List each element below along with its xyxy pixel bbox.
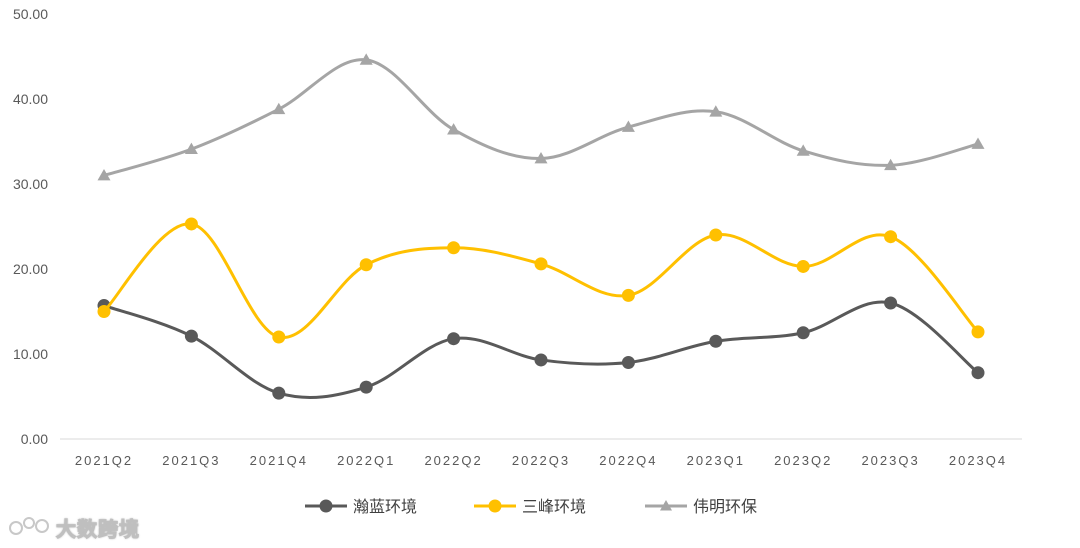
data-point: [447, 123, 461, 135]
watermark: 大数跨境: [8, 513, 140, 542]
data-point: [971, 325, 985, 339]
x-tick-label: 2021Q3: [162, 453, 220, 468]
legend-item: 伟明环保: [645, 497, 757, 516]
watermark-logo-icon: [9, 516, 49, 535]
series-1: [97, 296, 985, 400]
y-tick-label: 0.00: [21, 431, 48, 447]
x-tick-label: 2023Q3: [861, 453, 919, 468]
data-point: [709, 334, 723, 348]
data-point: [621, 356, 635, 369]
data-point: [272, 386, 286, 400]
x-tick-label: 2023Q4: [949, 453, 1007, 468]
legend-marker: [660, 500, 672, 511]
data-point: [272, 330, 286, 344]
data-point: [971, 366, 985, 380]
y-tick-label: 10.00: [13, 346, 48, 362]
data-point: [971, 137, 985, 149]
x-tick-label: 2021Q4: [250, 453, 308, 468]
data-point: [796, 326, 810, 340]
series-line: [103, 300, 979, 399]
data-point: [447, 332, 461, 346]
data-point: [621, 288, 635, 302]
y-tick-label: 50.00: [13, 6, 48, 22]
legend-label: 瀚蓝环境: [353, 497, 417, 516]
data-point: [184, 142, 198, 155]
x-tick-label: 2022Q3: [512, 453, 570, 468]
x-tick-label: 2022Q1: [337, 453, 395, 468]
data-point: [97, 169, 111, 181]
data-point: [796, 144, 810, 156]
data-point: [447, 241, 461, 255]
data-point: [884, 230, 898, 244]
data-point: [534, 353, 548, 367]
y-tick-label: 40.00: [13, 91, 48, 107]
data-point: [709, 105, 723, 117]
x-axis-ticks: 2021Q2 2021Q3 2021Q4 2022Q1 2022Q2 2022Q3 2022…: [75, 453, 1007, 468]
series-2: [97, 217, 985, 344]
data-point: [884, 296, 898, 310]
legend: 瀚蓝环境 三峰环境 伟明环保: [305, 497, 757, 516]
data-point: [709, 228, 723, 242]
data-point: [184, 217, 198, 231]
x-tick-label: 2023Q1: [687, 453, 745, 468]
legend-item: 三峰环境: [474, 497, 586, 516]
series-3: [97, 53, 985, 181]
data-point: [272, 102, 286, 115]
x-tick-label: 2022Q4: [599, 453, 657, 468]
y-tick-label: 30.00: [13, 176, 48, 192]
y-axis-ticks: 0.00 10.00 20.00 30.00 40.00 50.00: [13, 6, 48, 447]
x-tick-label: 2023Q2: [774, 453, 832, 468]
legend-label: 三峰环境: [522, 497, 586, 516]
y-tick-label: 20.00: [13, 261, 48, 277]
series-layer: [97, 53, 985, 400]
series-line: [102, 222, 980, 339]
data-point: [534, 257, 548, 271]
data-point: [534, 152, 548, 164]
legend-marker: [488, 499, 502, 513]
data-point: [621, 120, 635, 132]
x-tick-label: 2021Q2: [75, 453, 133, 468]
data-point: [359, 53, 373, 65]
data-point: [184, 329, 198, 343]
data-point: [97, 305, 111, 318]
data-point: [359, 380, 373, 394]
legend-label: 伟明环保: [693, 497, 757, 516]
x-tick-label: 2022Q2: [424, 453, 482, 468]
data-point: [359, 258, 373, 272]
legend-item: 瀚蓝环境: [305, 497, 417, 516]
watermark-text: 大数跨境: [56, 517, 140, 542]
data-point: [884, 158, 898, 171]
data-point: [796, 259, 810, 273]
legend-marker: [319, 499, 333, 513]
